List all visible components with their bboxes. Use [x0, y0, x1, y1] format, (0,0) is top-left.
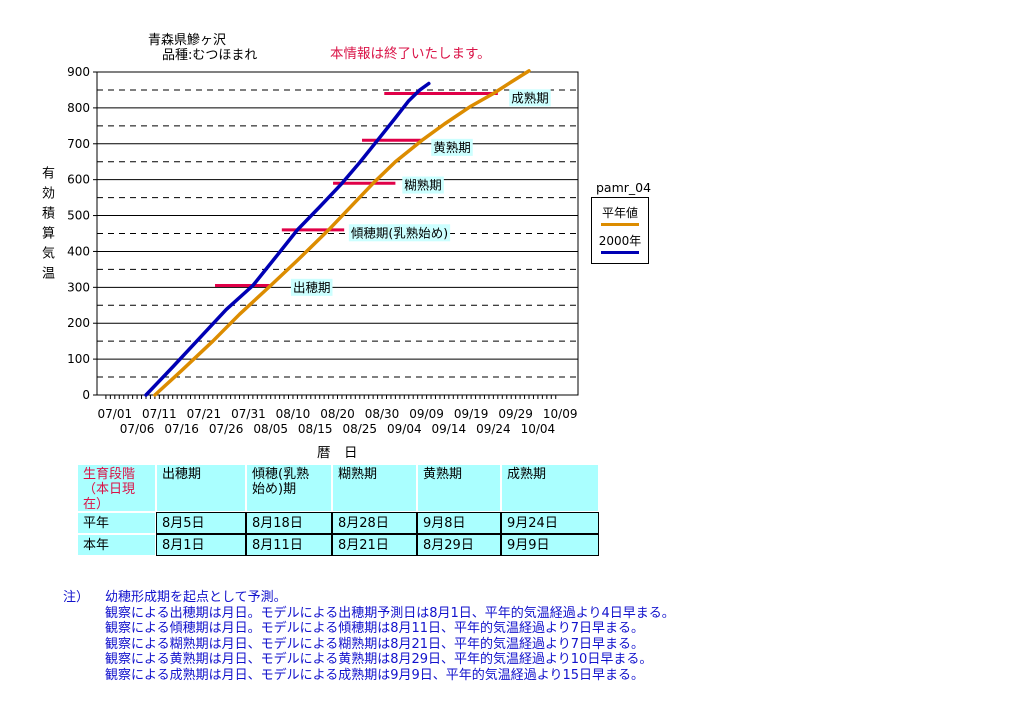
table-col-header: 傾穂(乳熟 始め)期	[247, 465, 331, 511]
x-tick-label: 07/06	[120, 422, 155, 436]
end-of-service-notice: 本情報は終了いたします。	[330, 46, 491, 62]
series-year-2000	[144, 81, 431, 397]
table-row-header: 平年	[78, 513, 155, 533]
x-tick-label: 07/11	[142, 407, 177, 421]
x-tick-label: 08/30	[365, 407, 400, 421]
stage-label-maturity: 成熟期	[511, 90, 549, 105]
y-tick-label: 600	[67, 173, 90, 187]
table-data-cell: 9月8日	[417, 512, 501, 534]
x-tick-label: 09/14	[432, 422, 467, 436]
legend-item-year-2000: 2000年	[598, 234, 642, 254]
table-corner-header: 生育段階 （本日現在）	[78, 465, 155, 512]
table-data-cell: 8月29日	[417, 534, 501, 556]
table-data-cell: 8月21日	[332, 534, 417, 556]
x-tick-label: 09/29	[498, 407, 533, 421]
stage-label-bg	[509, 89, 551, 107]
chart-title-location: 青森県鰺ヶ沢	[148, 33, 227, 48]
stage-label-ear-emergence: 出穂期	[293, 280, 331, 295]
stage-label-heading-milk: 傾穂期(乳熟始め)	[351, 225, 448, 240]
x-tick-label: 09/09	[409, 407, 444, 421]
y-tick-label: 900	[67, 65, 90, 79]
y-tick-label: 0	[82, 388, 90, 402]
x-tick-label: 09/24	[476, 422, 511, 436]
x-tick-label: 07/26	[209, 422, 244, 436]
legend-swatch-normal-year	[601, 223, 639, 226]
x-tick-label: 07/31	[231, 407, 266, 421]
note-line: 観察による黄熟期は月日、モデルによる黄熟期は8月29日、平年的気温経過より10日…	[105, 652, 653, 668]
x-tick-label: 08/10	[276, 407, 311, 421]
table-col-header: 成熟期	[502, 465, 598, 511]
table-data-cell: 9月24日	[501, 512, 599, 534]
stage-label-dough-stage: 糊熟期	[404, 178, 442, 193]
stage-label-bg	[290, 278, 333, 296]
x-tick-label: 07/01	[98, 407, 133, 421]
table-col-header: 糊熟期	[333, 465, 416, 511]
chart-title: 青森県鰺ヶ沢 品種:むつほまれ	[148, 33, 257, 63]
table-col-header: 黄熟期	[418, 465, 500, 511]
x-tick-label: 08/15	[298, 422, 333, 436]
note-line: 観察による糊熟期は月日、モデルによる糊熟期は8月21日、平年的気温経過より7日早…	[105, 636, 645, 652]
stage-label-yellow-ripe: 黄熟期	[433, 140, 471, 155]
x-tick-label: 07/21	[187, 407, 222, 421]
table-data-cell: 8月5日	[156, 512, 246, 534]
note-prefix: 注）	[63, 590, 90, 605]
legend: 平年値 2000年	[591, 197, 649, 264]
x-tick-label: 10/09	[543, 407, 578, 421]
stage-label-bg	[348, 224, 451, 242]
table-data-cell: 8月28日	[332, 512, 417, 534]
stage-label-bg	[402, 176, 444, 194]
y-tick-label: 200	[67, 316, 90, 330]
legend-swatch-year-2000	[600, 251, 639, 254]
chart-title-variety: 品種:むつほまれ	[162, 48, 258, 63]
y-axis-title: 有効積算気温	[39, 166, 54, 286]
table-data-cell: 8月11日	[246, 534, 332, 556]
x-tick-label: 09/04	[387, 422, 422, 436]
x-tick-label: 08/25	[342, 422, 377, 436]
y-tick-label: 300	[67, 280, 90, 294]
table-data-cell: 8月18日	[246, 512, 332, 534]
legend-label-normal-year: 平年値	[601, 206, 638, 220]
prediction-notes: 注） 幼穂形成期を起点として予測。 観察による出穂期は月日。モデルによる出穂期予測日…	[63, 590, 675, 684]
table-row-header: 本年	[78, 535, 155, 555]
y-tick-label: 800	[67, 101, 90, 115]
y-tick-label: 100	[67, 352, 90, 366]
x-tick-label: 07/16	[164, 422, 199, 436]
x-axis-title: 暦 日	[317, 445, 358, 461]
table-data-cell: 9月9日	[501, 534, 599, 556]
x-tick-label: 09/19	[454, 407, 489, 421]
legend-label-year-2000: 2000年	[598, 234, 642, 248]
note-line: 観察による傾穂期は月日。モデルによる傾穂期は8月11日、平年的気温経過より7日早…	[105, 621, 645, 637]
table-col-header: 出穂期	[157, 465, 245, 511]
table-data-cell: 8月1日	[156, 534, 246, 556]
note-line: 観察による出穂期は月日。モデルによる出穂期予測日は8月1日、平年的気温経過より4…	[105, 605, 675, 621]
stage-label-bg	[431, 138, 473, 156]
y-tick-label: 400	[67, 244, 90, 258]
series-normal-year	[153, 69, 531, 397]
x-tick-label: 10/04	[521, 422, 556, 436]
legend-title: pamr_04	[596, 180, 652, 195]
x-tick-label: 08/05	[253, 422, 288, 436]
y-tick-label: 500	[67, 209, 90, 223]
x-tick-label: 08/20	[320, 407, 355, 421]
note-line: 注） 幼穂形成期を起点として予測。	[63, 590, 675, 606]
y-tick-label: 700	[67, 137, 90, 151]
legend-item-normal-year: 平年値	[601, 207, 639, 226]
note-text: 幼穂形成期を起点として予測。	[105, 590, 287, 605]
growth-stage-table: 生育段階 （本日現在） 出穂期 傾穂(乳熟 始め)期 糊熟期 黄熟期 成熟期 平年 8月5日 8…	[78, 465, 599, 556]
note-line: 観察による成熟期は月日、モデルによる成熟期は9月9日、平年的気温経過より15日早…	[105, 667, 645, 683]
